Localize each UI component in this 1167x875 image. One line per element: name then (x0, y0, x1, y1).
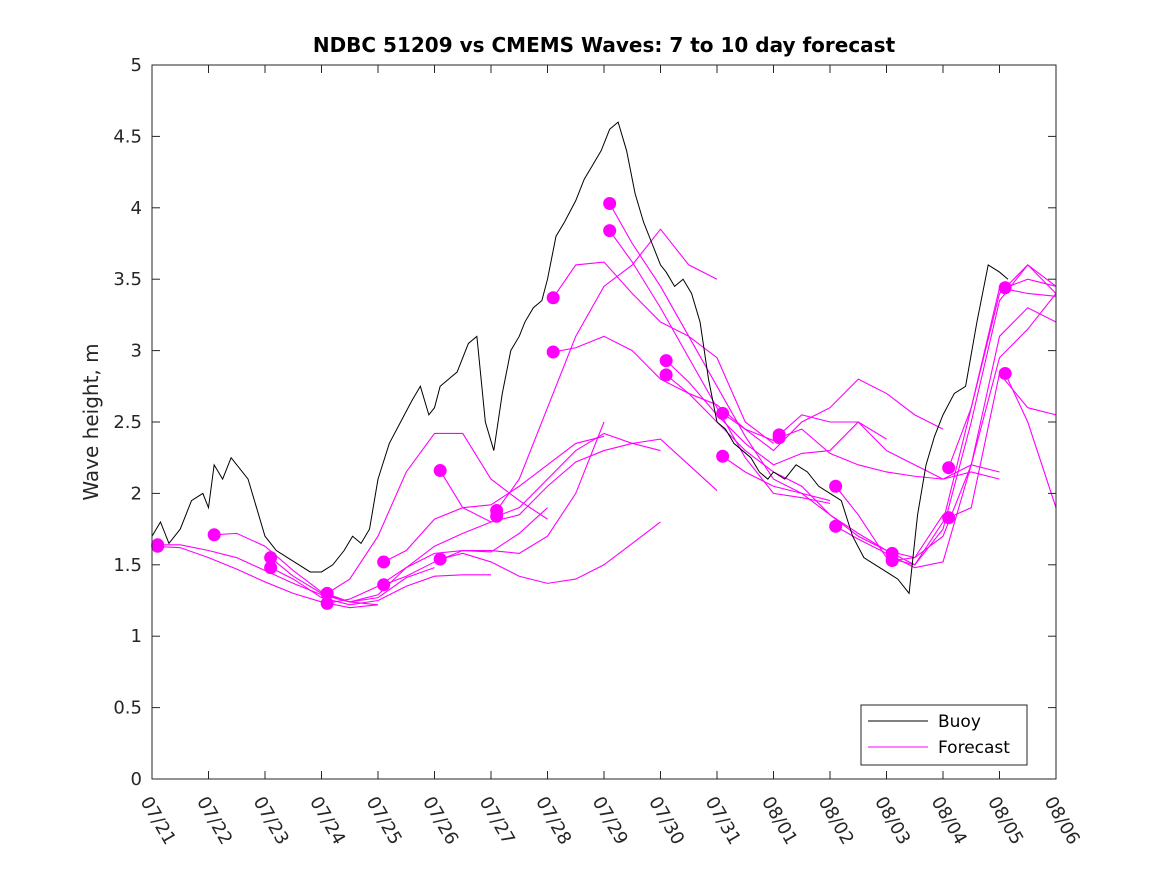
legend-buoy-label: Buoy (938, 712, 981, 732)
forecast-line (553, 335, 774, 442)
legend-forecast-label: Forecast (938, 738, 1010, 758)
x-tick-label: 07/27 (475, 793, 519, 848)
forecast-marker (659, 354, 673, 368)
forecast-line (722, 455, 944, 559)
forecast-line (722, 378, 944, 452)
forecast-line (270, 521, 492, 603)
y-tick-label: 0 (131, 769, 142, 790)
forecast-marker (207, 528, 221, 542)
forecast-line (327, 507, 548, 604)
y-tick-label: 5 (131, 55, 142, 76)
x-tick-label: 08/03 (870, 793, 914, 848)
forecast-series (151, 203, 1057, 609)
forecast-marker (885, 554, 899, 568)
forecast-line (778, 414, 1000, 480)
forecast-marker (546, 345, 560, 359)
forecast-marker (433, 552, 447, 566)
forecast-marker (942, 511, 956, 525)
forecast-line (835, 264, 1057, 566)
x-tick-label: 07/22 (192, 793, 236, 848)
y-tick-label: 3 (131, 341, 142, 362)
x-tick-label: 07/30 (644, 793, 688, 848)
x-tick-label: 07/24 (305, 793, 349, 848)
y-axis: 0 0.5 1 1.5 2 2.5 3 3.5 4 4.5 5 (113, 55, 1056, 790)
forecast-line (778, 428, 1000, 480)
x-tick-label: 08/01 (757, 793, 801, 848)
forecast-marker (942, 461, 956, 475)
x-tick-label: 08/05 (983, 793, 1027, 848)
forecast-marker (264, 561, 278, 575)
x-tick-label: 08/02 (814, 793, 858, 848)
forecast-line (383, 421, 605, 586)
x-tick-label: 07/23 (249, 793, 293, 848)
forecast-line (552, 261, 774, 444)
y-axis-label: Wave height, m (79, 343, 103, 500)
forecast-line (891, 264, 1057, 566)
forecast-line (609, 203, 831, 502)
y-tick-label: 2.5 (113, 412, 142, 433)
x-tick-label: 07/25 (362, 793, 406, 848)
forecast-line (665, 360, 887, 466)
x-tick-label: 08/06 (1040, 793, 1084, 848)
x-tick-label: 07/26 (418, 793, 462, 848)
forecast-marker (264, 551, 278, 565)
y-tick-label: 2 (131, 483, 142, 504)
y-tick-label: 3.5 (113, 269, 142, 290)
forecast-line (496, 228, 718, 511)
forecast-marker (772, 431, 786, 445)
forecast-marker (320, 586, 334, 600)
buoy-line (151, 121, 1009, 595)
forecast-line (151, 545, 379, 609)
forecast-line (835, 307, 1057, 569)
forecast-line (496, 432, 718, 517)
forecast-marker (433, 464, 447, 478)
chart-title: NDBC 51209 vs CMEMS Waves: 7 to 10 day f… (313, 33, 896, 57)
forecast-line (439, 442, 661, 523)
y-tick-label: 1.5 (113, 555, 142, 576)
y-tick-label: 1 (131, 626, 142, 647)
buoy-series (151, 121, 1009, 595)
x-tick-label: 07/29 (588, 793, 632, 848)
forecast-marker (829, 519, 843, 533)
forecast-marker (716, 406, 730, 420)
forecast-line (1004, 373, 1057, 508)
y-tick-label: 4.5 (113, 126, 142, 147)
forecast-marker (998, 366, 1012, 380)
forecast-line (892, 293, 1057, 562)
legend-box (860, 704, 1028, 766)
x-tick-label: 07/28 (531, 793, 575, 848)
x-tick-label: 07/21 (136, 793, 180, 848)
forecast-marker (659, 368, 673, 382)
forecast-line (383, 435, 605, 563)
forecast-marker (377, 578, 391, 592)
forecast-marker (320, 596, 334, 610)
forecast-line (609, 230, 831, 504)
legend: Buoy Forecast (860, 704, 1028, 766)
forecast-marker (716, 449, 730, 463)
forecast-marker (829, 479, 843, 493)
forecast-marker (546, 291, 560, 305)
forecast-line (326, 432, 548, 594)
forecast-line (1004, 278, 1057, 289)
forecast-marker (377, 555, 391, 569)
x-tick-label: 07/31 (701, 793, 745, 848)
forecast-marker (151, 538, 165, 552)
forecast-marker (490, 509, 504, 523)
forecast-marker (998, 281, 1012, 295)
forecast-markers (151, 197, 1012, 610)
forecast-line (440, 521, 661, 584)
forecast-line (270, 567, 491, 606)
forecast-marker (603, 197, 617, 211)
x-tick-label: 08/04 (927, 793, 971, 848)
y-tick-label: 4 (131, 198, 142, 219)
y-tick-label: 0.5 (113, 698, 142, 719)
forecast-marker (603, 224, 617, 238)
